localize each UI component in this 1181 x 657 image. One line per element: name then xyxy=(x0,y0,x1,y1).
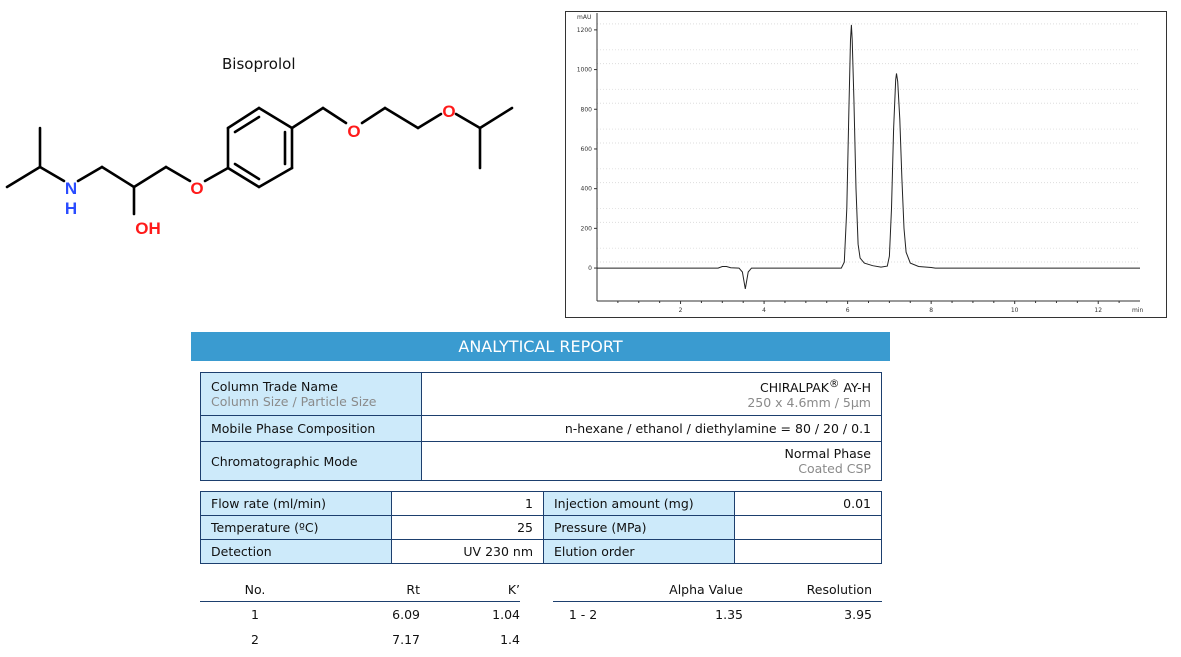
column-info-table: Column Trade Name Column Size / Particle… xyxy=(200,372,882,481)
y-tick-label: 800 xyxy=(581,106,593,113)
oxygen-label: O xyxy=(347,122,360,141)
cell: 1.04 xyxy=(492,607,520,622)
label-2-cell: Elution order xyxy=(543,539,735,564)
column-header: Alpha Value xyxy=(669,581,743,597)
value-cell: Normal Phase Coated CSP xyxy=(421,441,882,481)
x-tick-label: 8 xyxy=(929,307,933,314)
value-2-cell xyxy=(734,515,882,540)
column-name-value: CHIRALPAK® AY-H xyxy=(759,377,871,396)
cell: 1.35 xyxy=(715,607,743,622)
label-2-cell: Pressure (MPa) xyxy=(543,515,735,540)
x-tick-label: 10 xyxy=(1011,307,1019,314)
value-2-cell: 0.01 xyxy=(734,491,882,516)
x-tick-label: 2 xyxy=(679,307,683,314)
label-cell: Temperature (ºC) xyxy=(200,515,392,540)
value-2-cell xyxy=(734,539,882,564)
y-tick-label: 200 xyxy=(581,225,593,232)
table-row: Column Trade Name Column Size / Particle… xyxy=(200,372,882,416)
label-cell: Column Trade Name Column Size / Particle… xyxy=(200,372,422,416)
hydrogen-label: H xyxy=(65,199,77,218)
column-header: Rt xyxy=(406,581,420,597)
mobile-phase-label: Mobile Phase Composition xyxy=(200,415,422,442)
bisoprolol-structure: N H OH O O O xyxy=(5,102,514,238)
column-header: No. xyxy=(244,581,266,597)
mobile-phase-value: n-hexane / ethanol / diethylamine = 80 /… xyxy=(421,415,882,442)
chromatogram-plot: 0 200 400 600 800 1000 1200 2 4 6 8 10 12 min mAU xyxy=(577,13,1144,314)
label-2-cell: Injection amount (mg) xyxy=(543,491,735,516)
value-cell: UV 230 nm xyxy=(391,539,544,564)
mode-label: Chromatographic Mode xyxy=(200,441,422,481)
chromatogram-trace xyxy=(597,24,1140,289)
header-row: Alpha Value Resolution xyxy=(553,577,882,602)
header-row: No. Rt K’ xyxy=(200,577,520,602)
nitrogen-label: N xyxy=(65,179,77,198)
table-row: Flow rate (ml/min) 1 Injection amount (mg)… xyxy=(200,491,882,516)
cell: 1 xyxy=(251,607,259,622)
value-cell: 1 xyxy=(391,491,544,516)
column-size-value: 250 x 4.6mm / 5µm xyxy=(747,395,871,411)
oxygen-label: O xyxy=(190,179,203,198)
label-cell: Detection xyxy=(200,539,392,564)
cell: 1 - 2 xyxy=(568,607,598,622)
table-row: 2 7.17 1.4 xyxy=(200,627,520,652)
y-tick-label: 400 xyxy=(581,186,593,193)
oxygen-label: O xyxy=(442,102,455,121)
compound-name: Bisoprolol xyxy=(222,55,296,73)
separation-table: Alpha Value Resolution 1 - 2 1.35 3.95 xyxy=(553,577,882,627)
y-tick-label: 600 xyxy=(581,146,593,153)
x-tick-label: 12 xyxy=(1094,307,1102,314)
cell: 1.4 xyxy=(500,632,520,647)
cell: 6.09 xyxy=(392,607,420,622)
report-header: ANALYTICAL REPORT xyxy=(191,332,890,361)
cell: 3.95 xyxy=(844,607,872,622)
conditions-table: Flow rate (ml/min) 1 Injection amount (mg)… xyxy=(200,491,882,564)
y-tick-label: 1000 xyxy=(577,67,592,74)
column-size-label: Column Size / Particle Size xyxy=(211,394,377,409)
table-row: 1 6.09 1.04 xyxy=(200,602,520,627)
x-axis-label: min xyxy=(1132,307,1144,314)
value-cell: 25 xyxy=(391,515,544,540)
cell: 7.17 xyxy=(392,632,420,647)
peaks-table: No. Rt K’ 1 6.09 1.04 2 7.17 1.4 xyxy=(200,577,520,652)
table-row: Temperature (ºC) 25 Pressure (MPa) xyxy=(200,515,882,540)
x-tick-label: 6 xyxy=(846,307,850,314)
x-tick-label: 4 xyxy=(762,307,766,314)
value-cell: CHIRALPAK® AY-H 250 x 4.6mm / 5µm xyxy=(421,372,882,416)
table-row: 1 - 2 1.35 3.95 xyxy=(553,602,882,627)
label-cell: Flow rate (ml/min) xyxy=(200,491,392,516)
y-tick-label: 1200 xyxy=(577,27,592,34)
table-row: Chromatographic Mode Normal Phase Coated… xyxy=(200,441,882,481)
column-label: Column Trade Name xyxy=(211,379,338,394)
column-header: Resolution xyxy=(806,581,872,597)
column-header: K’ xyxy=(507,581,520,597)
y-tick-label: 0 xyxy=(588,265,592,272)
mode-subvalue: Coated CSP xyxy=(798,461,871,476)
table-row: Detection UV 230 nm Elution order xyxy=(200,539,882,564)
table-row: Mobile Phase Composition n-hexane / etha… xyxy=(200,415,882,442)
chromatogram: 0 200 400 600 800 1000 1200 2 4 6 8 10 12 min mAU xyxy=(565,11,1167,318)
y-axis-label: mAU xyxy=(577,14,591,21)
mode-value: Normal Phase xyxy=(784,446,871,461)
hydroxyl-label: OH xyxy=(135,219,161,238)
cell: 2 xyxy=(251,632,259,647)
